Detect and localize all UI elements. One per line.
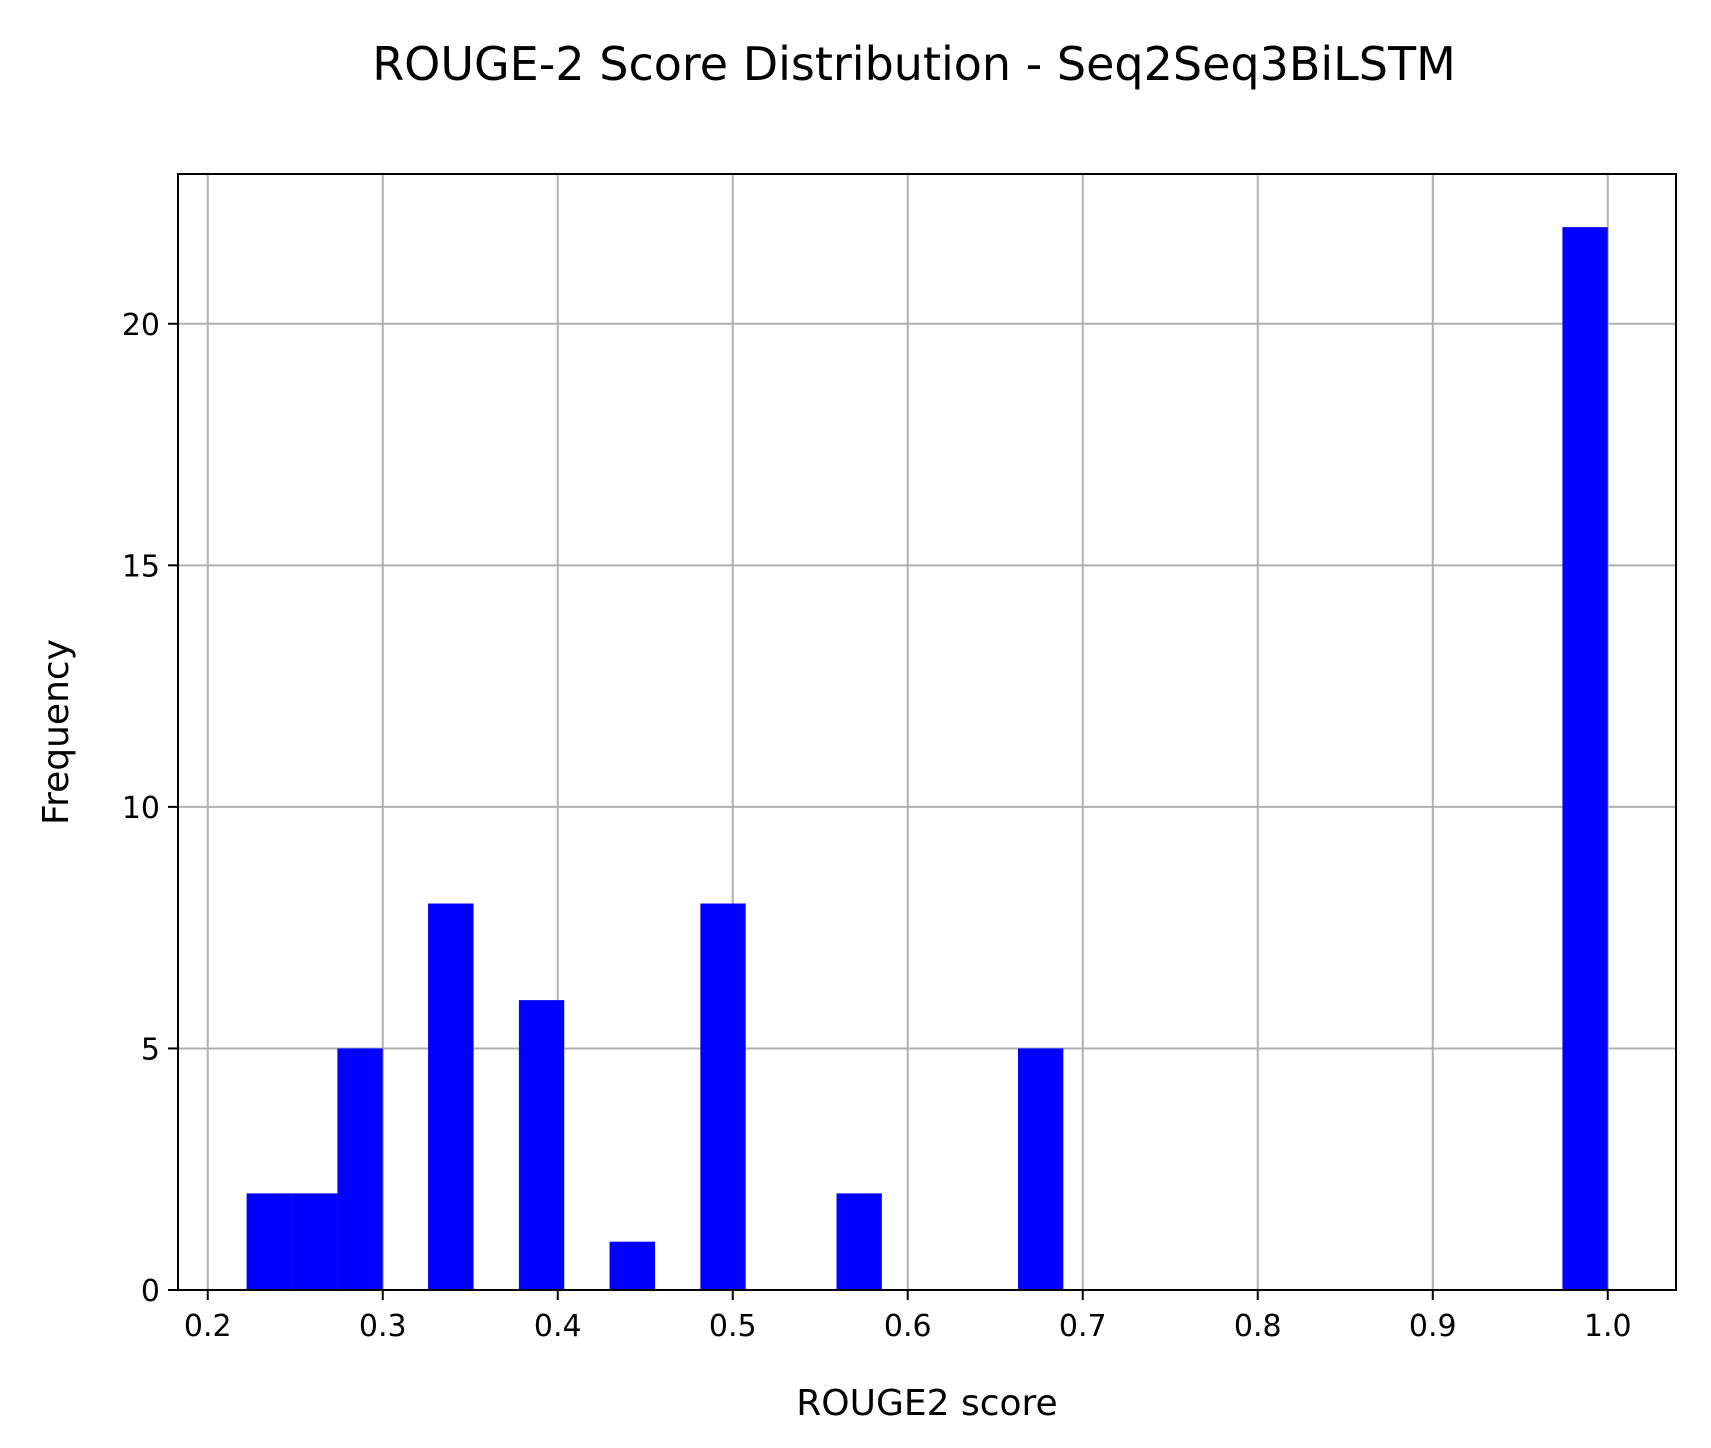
x-tick-label-2: 0.4 xyxy=(534,1309,582,1344)
y-tick-label-3: 15 xyxy=(122,549,160,584)
histogram-bar-9 xyxy=(1562,227,1608,1291)
histogram-bar-1 xyxy=(291,1193,338,1290)
x-tick-label-6: 0.8 xyxy=(1234,1309,1282,1344)
x-axis-ticks: 0.2 0.3 0.4 0.5 0.6 0.7 0.8 0.9 1.0 xyxy=(184,1290,1632,1344)
y-tick-label-0: 0 xyxy=(141,1274,160,1309)
histogram-bar-7 xyxy=(836,1193,882,1290)
y-axis-ticks: 0 5 10 15 20 xyxy=(122,308,178,1309)
plot-frame xyxy=(177,173,1677,1291)
x-tick-label-3: 0.5 xyxy=(709,1309,757,1344)
histogram-bar-8 xyxy=(1018,1048,1064,1290)
histogram-bar-3 xyxy=(428,903,474,1290)
x-tick-label-5: 0.7 xyxy=(1059,1309,1107,1344)
y-tick-label-1: 5 xyxy=(141,1032,160,1067)
y-tick-label-4: 20 xyxy=(122,308,160,343)
y-tick-label-2: 10 xyxy=(122,791,160,826)
histogram-bar-4 xyxy=(518,1000,565,1290)
histogram-bars xyxy=(246,227,1608,1291)
histogram-bar-5 xyxy=(609,1241,656,1290)
chart-title: ROUGE-2 Score Distribution - Seq2Seq3BiL… xyxy=(372,37,1456,91)
x-tick-label-7: 0.9 xyxy=(1409,1309,1457,1344)
grid-lines xyxy=(178,174,1676,1291)
y-axis-label: Frequency xyxy=(36,639,77,825)
histogram-bar-6 xyxy=(700,903,746,1290)
x-tick-label-1: 0.3 xyxy=(359,1309,407,1344)
x-axis-label: ROUGE2 score xyxy=(796,1383,1057,1424)
histogram-bar-2 xyxy=(337,1048,383,1290)
x-tick-label-0: 0.2 xyxy=(184,1309,232,1344)
x-tick-label-8: 1.0 xyxy=(1584,1309,1632,1344)
x-tick-label-4: 0.6 xyxy=(884,1309,932,1344)
histogram-bar-0 xyxy=(246,1193,292,1290)
